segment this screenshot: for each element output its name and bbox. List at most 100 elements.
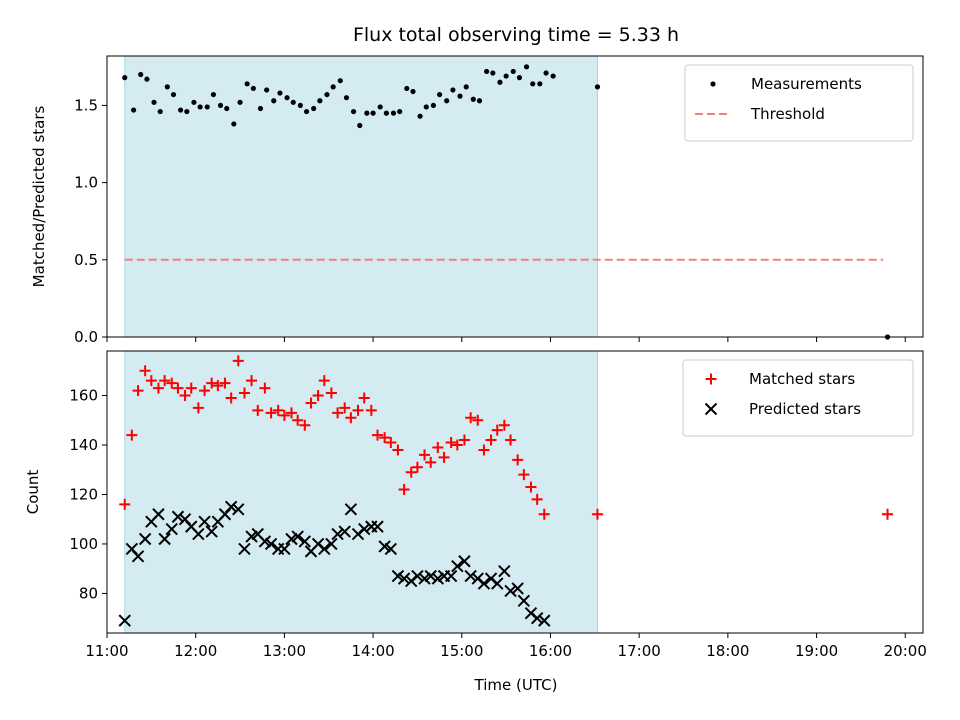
data-point (166, 377, 178, 389)
data-point (438, 451, 450, 463)
data-point (484, 68, 490, 75)
data-point (451, 560, 464, 573)
data-point (284, 95, 290, 101)
data-point (517, 594, 531, 608)
data-point (451, 439, 463, 451)
data-point (423, 104, 429, 110)
data-point (217, 102, 224, 109)
data-point (250, 85, 256, 92)
y-tick-label: 1.5 (74, 96, 98, 114)
data-point (232, 503, 245, 516)
data-point (119, 498, 131, 510)
data-point (178, 107, 184, 113)
data-point (271, 98, 277, 104)
data-point (530, 611, 544, 625)
data-point (410, 88, 416, 95)
data-point (172, 382, 184, 394)
data-point (512, 454, 524, 466)
data-point (311, 105, 317, 112)
y-tick-label: 100 (69, 535, 98, 553)
data-point (278, 542, 291, 556)
data-point (318, 375, 330, 387)
data-point (285, 407, 297, 419)
data-point (318, 542, 331, 556)
data-point (297, 102, 303, 109)
data-point (179, 390, 191, 402)
legend: Matched stars Predicted stars (682, 359, 914, 437)
data-point (259, 382, 271, 394)
data-point (550, 73, 556, 79)
data-point (232, 355, 244, 367)
chart-title: Flux total observing time = 5.33 h (353, 24, 679, 46)
data-point (352, 404, 364, 416)
data-point (165, 522, 178, 536)
data-point (370, 110, 376, 116)
data-point (510, 68, 516, 75)
data-point (425, 456, 437, 468)
data-point (244, 81, 250, 87)
axes-frame (106, 55, 924, 338)
x-tick-label: 13:00 (263, 642, 306, 660)
data-point (191, 99, 197, 105)
y-tick-label: 160 (69, 387, 98, 405)
data-point (390, 110, 397, 116)
data-point (238, 387, 250, 399)
data-point (478, 444, 490, 456)
data-point (337, 78, 343, 84)
legend-label: Threshold (750, 105, 825, 123)
data-point (139, 365, 151, 377)
data-point (185, 382, 197, 394)
data-point (257, 105, 264, 112)
data-point (305, 397, 317, 409)
data-point (444, 98, 450, 104)
data-point (411, 569, 424, 583)
data-point (338, 525, 351, 538)
data-point (384, 542, 398, 556)
data-point (332, 407, 344, 419)
x-tick-label: 15:00 (440, 642, 483, 660)
data-point (145, 375, 157, 387)
series-predicted-stars (118, 500, 551, 627)
data-point (246, 375, 258, 387)
data-point (231, 121, 237, 127)
data-point (417, 113, 423, 119)
data-point (159, 375, 171, 387)
data-point (238, 542, 251, 556)
data-point (224, 105, 230, 112)
legend-handle (710, 81, 716, 87)
legend-box (682, 359, 914, 437)
data-point (538, 508, 550, 520)
data-point (503, 73, 509, 79)
data-point (477, 577, 491, 590)
data-point (465, 412, 477, 424)
series-matched-stars (119, 355, 894, 520)
data-point (252, 404, 264, 416)
data-point (131, 550, 145, 563)
data-point (170, 91, 177, 98)
data-point (472, 414, 484, 426)
y-tick-label: 80 (79, 584, 98, 602)
data-point (225, 392, 237, 404)
data-point (298, 535, 311, 548)
data-point (525, 481, 537, 493)
data-point (132, 385, 144, 397)
data-point (424, 569, 437, 583)
data-point (199, 385, 211, 397)
data-point (157, 108, 163, 115)
data-point (138, 71, 144, 78)
data-point (357, 122, 363, 129)
data-point (358, 392, 370, 404)
data-point (152, 508, 165, 521)
data-point (470, 96, 476, 102)
data-point (371, 520, 384, 533)
data-point (192, 402, 204, 414)
y-axis-label: Matched/Predicted stars (30, 106, 48, 288)
x-tick-label: 19:00 (795, 642, 838, 660)
data-point (372, 429, 384, 441)
data-point (392, 444, 404, 456)
data-point (198, 515, 211, 528)
data-point (192, 527, 205, 541)
data-point (345, 412, 357, 424)
data-point (151, 99, 157, 105)
